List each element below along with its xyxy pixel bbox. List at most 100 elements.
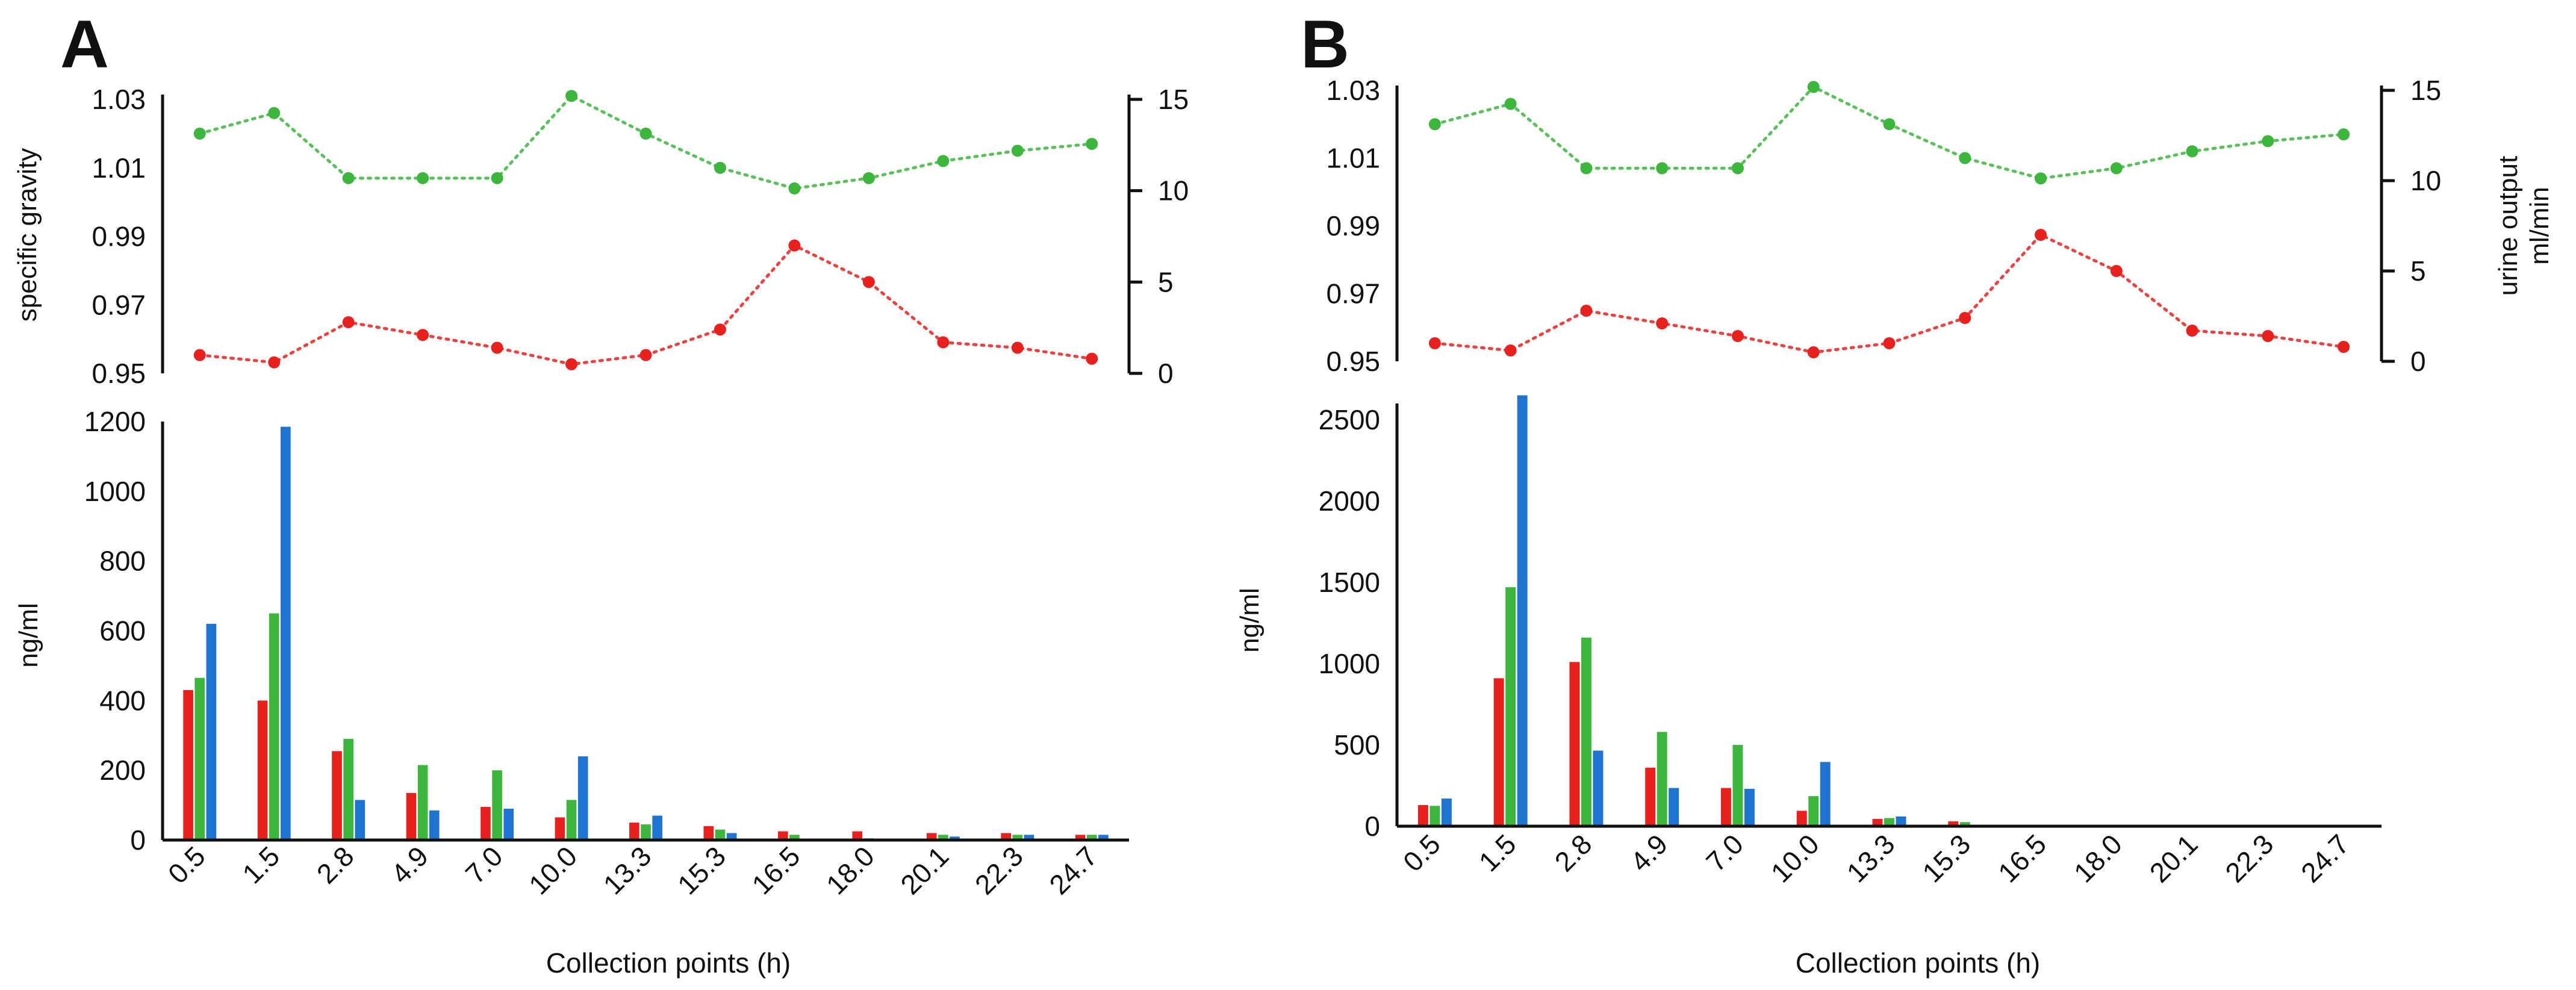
panel-b-bar-green — [1581, 637, 1591, 826]
panel-b-specific-gravity-point — [2110, 162, 2123, 175]
panel-b-bar-blue — [1820, 762, 1831, 826]
panel-b-urine-output-point — [2110, 265, 2123, 277]
panel-a-bottom-y-axis-label: ng/ml — [14, 603, 43, 668]
panel-a-urine-output-point — [639, 349, 652, 361]
panel-b-urine-output-point — [1656, 317, 1669, 329]
panel-a-bar-blue — [726, 833, 737, 840]
panel-b-top-plot: 0.95 0.97 0.99 1.01 1.03 0 5 10 15 — [1326, 75, 2441, 377]
panel-b-specific-gravity-point — [1504, 98, 1517, 110]
panel-a-specific-gravity-point — [788, 182, 801, 195]
panel-a-bar-green — [1086, 835, 1097, 840]
panel-a-top-left-tick-label: 0.97 — [92, 289, 146, 320]
panel-b-urine-output-point — [1959, 312, 1971, 324]
panel-b-bar-blue — [1744, 788, 1755, 826]
panel-b-bottom-y-axis-label: ng/ml — [1235, 588, 1265, 653]
panel-b-bar-green — [1808, 796, 1819, 826]
panel-a-top-left-tick-label: 1.01 — [92, 152, 146, 184]
panel-a-urine-output-point — [491, 341, 503, 354]
panel-a-bar-green — [641, 824, 651, 840]
panel-label-b: B — [1301, 7, 1349, 82]
panel-b-bar-green — [1884, 818, 1894, 826]
panel-a-specific-gravity-point — [639, 127, 652, 140]
panel-a-bar-red — [1001, 833, 1012, 840]
panel-b-top-left-tick-label: 0.99 — [1326, 210, 1380, 241]
panel-a-bar-red — [183, 690, 193, 840]
panel-a-bar-blue — [950, 836, 960, 840]
panel-b-top-left-tick-label: 0.97 — [1326, 278, 1380, 310]
panel-b-urine-output-point — [2262, 330, 2274, 342]
panel-a-bar-red — [852, 831, 863, 840]
panel-a-bottom-y-tick-label: 0 — [130, 824, 146, 856]
panel-a-bar-green — [566, 800, 577, 840]
panel-a-bar-red — [257, 700, 268, 840]
panel-a-top-right-tick-label: 0 — [1158, 358, 1174, 389]
panel-b-bottom-y-tick-label: 500 — [1334, 729, 1380, 761]
panel-b-bar-red — [1569, 662, 1580, 826]
panel-b-bar-red — [1796, 811, 1807, 826]
panel-a-urine-output-point — [862, 276, 875, 288]
panel-b-top-right-tick-label: 15 — [2410, 75, 2441, 106]
panel-b-bar-red — [1417, 805, 1428, 826]
panel-a-urine-output-point — [565, 358, 578, 370]
panel-b-right-axis-unit: ml/min — [2525, 187, 2554, 265]
panel-a-urine-output-point — [417, 329, 429, 341]
panel-b-bar-blue — [1896, 816, 1906, 826]
panel-b-urine-output-point — [1883, 337, 1896, 349]
panel-a-top-left-axis-label: specific gravity — [13, 148, 42, 322]
panel-a-specific-gravity-point — [862, 172, 875, 184]
panel-b-specific-gravity-point — [1580, 162, 1593, 175]
panel-a-bar-red — [332, 751, 342, 840]
panel-a-bar-red — [629, 823, 639, 840]
panel-b-urine-output-point — [1580, 305, 1593, 317]
panel-a-top-left-tick-label: 0.99 — [92, 221, 146, 252]
panel-a-bar-blue — [280, 426, 291, 840]
panel-b-specific-gravity-point — [1807, 81, 1820, 93]
panel-a-top-right-tick-label: 5 — [1158, 266, 1174, 297]
panel-b-bar-red — [1872, 818, 1883, 826]
panel-a-bottom-y-tick-label: 400 — [99, 685, 146, 716]
panel-label-a: A — [60, 7, 109, 82]
panel-b-urine-output-point — [1807, 346, 1820, 358]
panel-b-urine-output-point — [2338, 341, 2350, 353]
panel-b-bar-red — [1493, 678, 1504, 826]
panel-b-specific-gravity-point — [1959, 152, 1971, 164]
panel-a-urine-output-point — [193, 349, 206, 361]
panel-b-bottom-y-tick-label: 0 — [1364, 811, 1380, 842]
panel-b-specific-gravity-point — [2262, 135, 2274, 148]
panel-a-top-right-tick-label: 15 — [1158, 84, 1189, 115]
panel-a-specific-gravity-point — [714, 161, 726, 174]
panel-a-bar-blue — [429, 810, 440, 840]
panel-a-bar-blue — [355, 800, 366, 840]
panel-b-urine-output-point — [2035, 229, 2047, 241]
panel-b-bar-blue — [1441, 799, 1452, 826]
panel-b-top-left-tick-label: 0.95 — [1326, 346, 1380, 377]
panel-b-top-left-tick-label: 1.01 — [1326, 143, 1380, 174]
panel-b-bar-blue — [1517, 395, 1528, 826]
panel-b-bar-green — [1430, 806, 1440, 826]
panel-a-bar-red — [406, 792, 417, 840]
panel-a-specific-gravity-point — [268, 107, 281, 119]
panel-a-top-left-tick-label: 0.95 — [92, 358, 146, 389]
panel-a-urine-output-point — [788, 239, 801, 252]
panel-a-bar-red — [481, 806, 491, 840]
panel-a-bar-red — [1075, 835, 1086, 840]
panel-b-urine-output-point — [1428, 337, 1441, 349]
panel-b-specific-gravity-point — [1883, 118, 1896, 131]
panel-b-top-right-tick-label: 5 — [2410, 255, 2426, 287]
panel-a-bar-blue — [1098, 835, 1109, 840]
panel-a-top-right-tick-label: 10 — [1158, 175, 1189, 207]
panel-b-bottom-y-tick-label: 1000 — [1319, 648, 1380, 679]
panel-a-bar-green — [938, 835, 948, 840]
panel-a-specific-gravity-point — [565, 90, 578, 102]
panel-a-bar-red — [777, 831, 788, 840]
panel-b-right-axis-label: urine output — [2494, 156, 2523, 296]
panel-b-bar-blue — [1593, 750, 1604, 826]
panel-b-urine-output-point — [1731, 330, 1744, 342]
panel-b-bar-green — [1657, 732, 1667, 826]
panel-b-bar-green — [1505, 587, 1516, 826]
panel-b-bar-blue — [1669, 788, 1679, 826]
panel-b-specific-gravity-point — [1428, 118, 1441, 131]
panel-b-top-left-tick-label: 1.03 — [1326, 75, 1380, 106]
panel-a-bar-green — [343, 739, 353, 840]
